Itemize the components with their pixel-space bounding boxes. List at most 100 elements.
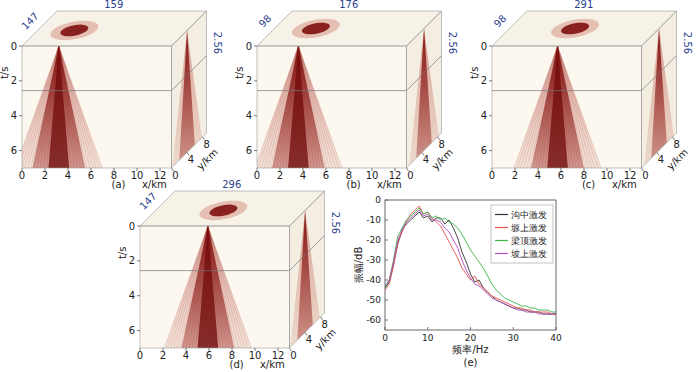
t-tick-label: 0	[11, 41, 17, 52]
right-face	[407, 11, 442, 168]
x-tick-label: 4	[300, 170, 306, 181]
fan-ray	[199, 226, 208, 348]
fan-ray	[205, 226, 208, 348]
plot-frame	[385, 200, 556, 330]
fan-ray	[208, 226, 251, 348]
x-tick	[470, 327, 471, 330]
y-tick-label: 0	[642, 170, 648, 181]
t-tick-label: 0	[246, 41, 252, 52]
fan-ray	[25, 46, 59, 168]
y-tick	[385, 300, 388, 301]
front-face	[140, 226, 290, 348]
x-tick-label: 0	[19, 170, 25, 181]
source-blob	[60, 25, 88, 37]
fan-ray	[258, 46, 298, 168]
inline-number: 98	[492, 13, 509, 30]
fan-ray	[530, 46, 558, 168]
wedge-inner	[179, 30, 195, 160]
t-tick	[489, 46, 492, 47]
cube-edge	[140, 191, 325, 226]
crossline-number: 159	[104, 0, 123, 10]
time-slice-line	[22, 56, 207, 91]
wedge-inner	[651, 29, 667, 159]
fan-ray	[53, 46, 59, 168]
t-tick	[254, 46, 257, 47]
fan-ray	[59, 46, 102, 168]
fan-ray	[298, 46, 341, 168]
legend-label: 梁顶激发	[511, 236, 547, 246]
source-blob	[210, 205, 238, 217]
fan-ray	[548, 46, 557, 168]
time-slice-number: 2.56	[212, 32, 223, 54]
fan-ray	[208, 226, 224, 348]
fan-ray	[517, 46, 557, 168]
fan-ray	[59, 46, 75, 168]
y-tick-label: -30	[366, 255, 381, 265]
fan-ray	[283, 46, 299, 168]
t-tick-label: 6	[246, 145, 252, 156]
fan-ray	[542, 46, 558, 168]
x-tick-label: 0	[489, 170, 495, 181]
fan-ray	[298, 46, 332, 168]
time-slice-line	[257, 56, 442, 91]
fan-ray	[37, 46, 59, 168]
t-tick-label: 4	[129, 290, 135, 301]
front-face	[492, 46, 642, 168]
y-tick-label: 0	[375, 195, 381, 205]
legend-box	[491, 205, 553, 263]
legend-label: 坡上激发	[510, 249, 547, 259]
fan-ray	[202, 226, 208, 348]
fan-ray	[558, 46, 583, 168]
y-tick-label: -10	[366, 215, 381, 225]
fan-ray	[558, 46, 595, 168]
fan-ray	[298, 46, 326, 168]
x-tick-label: 0	[137, 350, 143, 361]
t-tick	[489, 115, 492, 116]
x-axis-label: x/km	[260, 359, 285, 370]
fan-ray	[286, 46, 298, 168]
inline-number: 147	[19, 10, 40, 31]
crossline-number: 296	[222, 179, 241, 190]
t-axis-label: t/s	[0, 67, 10, 80]
fan-ray	[192, 226, 208, 348]
fan-ray	[292, 46, 298, 168]
panel-caption: (e)	[464, 357, 478, 368]
y-axis-label: 振幅/dB	[353, 247, 364, 284]
fan-ray	[59, 46, 87, 168]
front-wavefield	[15, 46, 102, 168]
x-tick-label: 4	[535, 170, 541, 181]
source-halo	[292, 19, 340, 38]
legend-swatch	[495, 227, 508, 228]
legend-swatch	[495, 240, 508, 241]
wedge-outer	[172, 30, 202, 167]
y-tick-label: 8	[673, 139, 679, 150]
y-tick-label: 8	[438, 139, 444, 150]
x-tick	[427, 327, 428, 330]
x-tick-label: 4	[183, 350, 189, 361]
y-tick	[385, 240, 388, 241]
fan-ray	[208, 226, 236, 348]
x-tick-label: 6	[206, 350, 212, 361]
source-blob	[302, 23, 330, 35]
time-slice-number: 2.56	[330, 212, 341, 234]
fan-ray	[28, 46, 59, 168]
t-tick-label: 6	[481, 145, 487, 156]
fan-ray	[289, 46, 298, 168]
t-axis-label: t/s	[234, 67, 245, 80]
cube-panel: 0246810120246048t/sx/kmy/km(b)981762.56	[234, 0, 458, 190]
cube-edge	[642, 11, 677, 168]
t-tick-label: 4	[246, 110, 252, 121]
x-tick-label: 2	[42, 170, 48, 181]
front-wavefield	[514, 46, 601, 168]
cube-edge	[172, 11, 207, 168]
t-tick-label: 6	[129, 325, 135, 336]
right-wavefield	[172, 30, 202, 167]
fan-ray	[59, 46, 99, 168]
fan-ray	[558, 46, 574, 168]
right-wavefield	[644, 29, 674, 166]
x-tick-label: 4	[65, 170, 71, 181]
cube-edge	[257, 46, 407, 168]
time-slice-line	[492, 56, 677, 91]
time-slice-number: 2.56	[682, 32, 693, 54]
t-tick	[137, 226, 140, 227]
